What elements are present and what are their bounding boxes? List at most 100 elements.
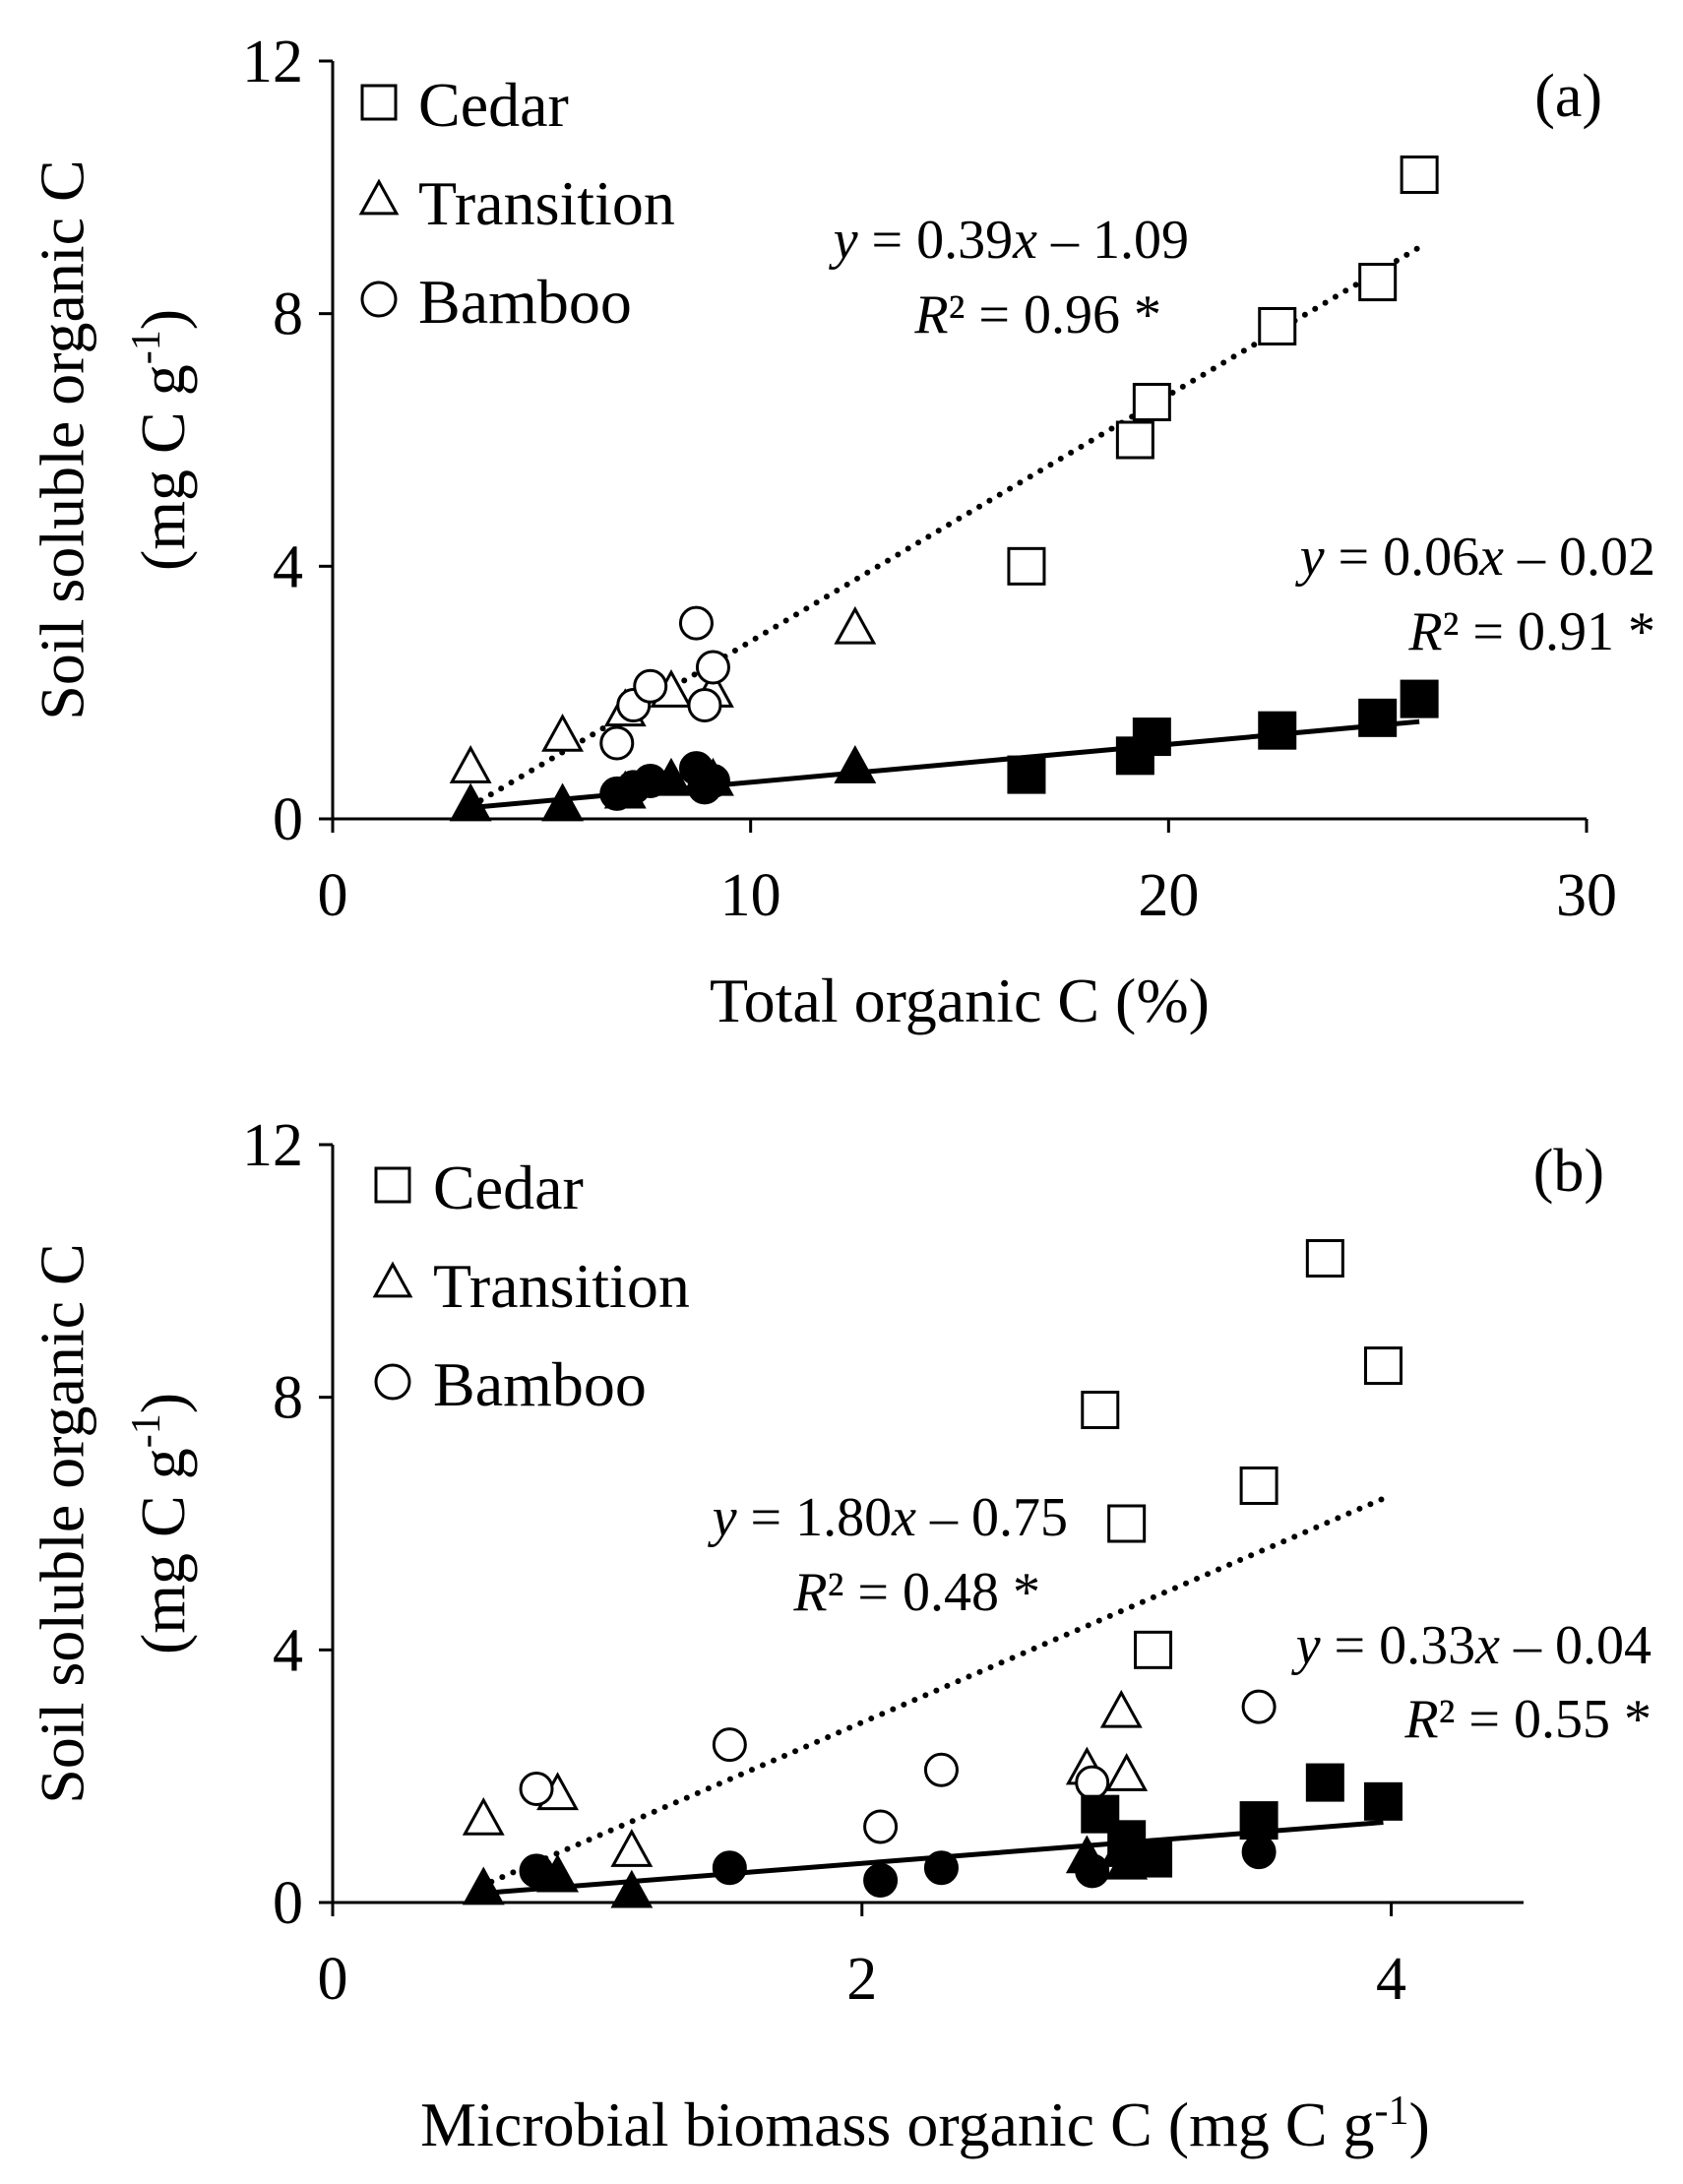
eq-slope: = 1.80 <box>737 1487 893 1548</box>
point-bamboo-filled <box>1075 1853 1110 1889</box>
point-cedar-filled <box>1134 1839 1173 1878</box>
point-bamboo-open <box>633 668 668 704</box>
legend-marker-transition <box>358 178 400 216</box>
r2-symbol: R <box>792 1562 827 1623</box>
x-tick-label: 10 <box>720 862 781 929</box>
legend-marker-bamboo <box>360 281 398 318</box>
point-cedar-open <box>1115 420 1154 460</box>
point-cedar-filled <box>1132 718 1171 757</box>
legend-label-bamboo: Bamboo <box>418 267 632 337</box>
legend-label-bamboo: Bamboo <box>433 1349 647 1419</box>
eq-intercept: – 0.02 <box>1504 527 1655 588</box>
x-tick-label: 20 <box>1138 862 1199 929</box>
y-axis-unit: (mg C g <box>128 1448 198 1654</box>
r2-value: ² = 0.96 * <box>949 284 1161 345</box>
point-bamboo-open <box>923 1752 959 1787</box>
point-transition-open <box>1105 1753 1149 1791</box>
y-tick-label: 8 <box>273 1365 303 1432</box>
y-axis-unit-end: ) <box>128 309 198 330</box>
y-axis-unit-end: ) <box>128 1393 198 1413</box>
legend: Cedar Transition Bamboo <box>372 1153 690 1419</box>
point-cedar-filled <box>1358 698 1398 737</box>
point-bamboo-filled <box>712 1850 747 1886</box>
point-bamboo-open <box>1075 1765 1110 1800</box>
r2-value: ² = 0.91 * <box>1443 601 1655 662</box>
fit-r-squared: R² = 0.55 * <box>1403 1689 1652 1750</box>
panel-label: (a) <box>1534 63 1602 130</box>
point-cedar-open <box>1081 1391 1120 1429</box>
point-transition-open <box>610 1829 654 1867</box>
r2-symbol: R <box>1403 1689 1438 1750</box>
fit-r-squared: R² = 0.91 * <box>1407 601 1655 662</box>
point-cedar-filled <box>1239 1801 1278 1841</box>
series-bamboo-filled <box>519 1835 1277 1899</box>
point-cedar-filled <box>1258 711 1297 750</box>
y-axis-title-line2: (mg C g-1) <box>124 1393 198 1654</box>
eq-x: x <box>1474 1615 1500 1676</box>
eq-slope: = 0.39 <box>858 210 1014 271</box>
legend-marker-bamboo <box>374 1363 411 1401</box>
point-transition-filled <box>1099 1829 1143 1867</box>
point-bamboo-filled <box>923 1850 959 1886</box>
fit-equation: y = 0.39x – 1.09 <box>829 210 1189 271</box>
eq-intercept: – 0.04 <box>1500 1615 1652 1676</box>
y-axis-title-line2: (mg C g-1) <box>124 309 198 571</box>
legend-marker-cedar <box>360 84 398 121</box>
y-axis-unit-sup: -1 <box>124 1413 169 1448</box>
series-transition-open <box>462 1689 1149 1867</box>
r2-value: ² = 0.55 * <box>1439 1689 1652 1750</box>
point-bamboo-filled <box>519 1853 554 1889</box>
point-bamboo-filled <box>695 764 730 798</box>
y-tick-label: 0 <box>273 786 303 853</box>
point-transition-open <box>834 605 877 645</box>
point-transition-filled <box>449 782 492 822</box>
chart-panel-a: 0 4 8 12 0 10 20 30 Soil soluble organic C (mg C … <box>28 29 1655 1035</box>
x-tick-label: 0 <box>318 862 348 929</box>
point-bamboo-open <box>519 1772 554 1806</box>
y-tick-label: 8 <box>273 281 303 348</box>
r2-symbol: R <box>1407 601 1442 662</box>
point-cedar-filled <box>1305 1763 1344 1802</box>
y-axis-unit: (mg C g <box>128 364 198 571</box>
point-cedar-open <box>1400 156 1439 194</box>
eq-x: x <box>1478 527 1504 588</box>
fit-equation: y = 0.33x – 0.04 <box>1291 1615 1652 1676</box>
point-cedar-filled <box>1081 1794 1120 1834</box>
eq-intercept: – 0.75 <box>916 1487 1068 1548</box>
fit-equation: y = 1.80x – 0.75 <box>708 1487 1068 1548</box>
y-axis-title-line1: Soil soluble organic C <box>28 159 97 719</box>
x-axis-title: Total organic C (%) <box>710 966 1210 1035</box>
point-cedar-open <box>1132 383 1171 421</box>
point-bamboo-open <box>863 1809 899 1844</box>
point-cedar-filled <box>1007 755 1046 794</box>
legend-marker-cedar <box>374 1166 411 1204</box>
x-axis-title-sup: -1 <box>1375 2089 1409 2134</box>
point-bamboo-open <box>678 605 714 641</box>
point-bamboo-open <box>712 1727 747 1763</box>
legend-label-transition: Transition <box>418 168 675 238</box>
eq-y: y <box>829 210 858 271</box>
legend-marker-transition <box>372 1261 413 1298</box>
legend: Cedar Transition Bamboo <box>358 70 675 337</box>
point-transition-filled <box>834 745 877 783</box>
point-transition-open <box>462 1796 505 1836</box>
point-bamboo-open <box>695 650 730 685</box>
point-cedar-open <box>1358 263 1398 302</box>
y-tick-label: 4 <box>273 1617 303 1684</box>
eq-y: y <box>1295 527 1325 588</box>
legend-label-cedar: Cedar <box>433 1153 584 1222</box>
eq-x: x <box>891 1487 916 1548</box>
point-transition-open <box>1099 1689 1143 1728</box>
x-axis-title: Microbial biomass organic C (mg C g-1) <box>420 2089 1430 2159</box>
eq-y: y <box>1291 1615 1321 1676</box>
point-transition-filled <box>462 1866 505 1905</box>
y-tick-label: 4 <box>273 533 303 600</box>
eq-slope: = 0.06 <box>1325 527 1480 588</box>
y-axis-title-line1: Soil soluble organic C <box>28 1243 97 1803</box>
series-bamboo-open <box>519 1689 1277 1844</box>
y-tick-label: 0 <box>273 1870 303 1937</box>
point-transition-filled <box>541 782 585 822</box>
trendline-open <box>488 1495 1387 1885</box>
y-axis-unit-sup: -1 <box>124 330 169 364</box>
